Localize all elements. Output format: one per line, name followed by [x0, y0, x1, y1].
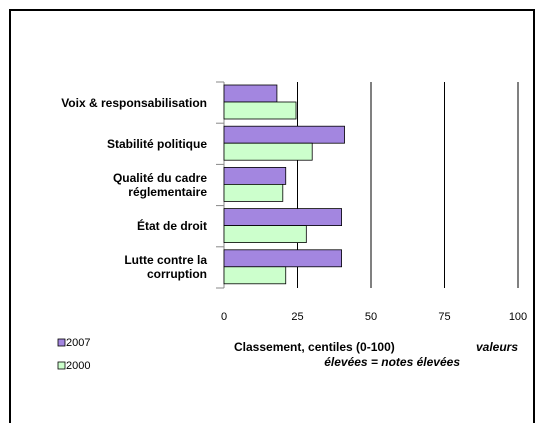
bar: [223, 183, 284, 202]
bar: [223, 225, 307, 244]
y-tick-label: Lutte contre la corruption: [124, 253, 207, 282]
y-tick-label: Stabilité politique: [106, 136, 207, 151]
x-tick-label: 75: [438, 311, 450, 323]
x-tick-label: 0: [221, 311, 227, 323]
x-axis-label: Classement, centiles (0-100): [234, 340, 395, 354]
annotation: élevées = notes élevées: [324, 355, 460, 369]
legend-label: 2000: [66, 360, 90, 372]
bar: [223, 266, 287, 285]
bar: [223, 84, 278, 103]
legend-swatch: [57, 361, 66, 370]
legend-label: 2007: [66, 337, 90, 349]
x-tick-label: 50: [365, 311, 377, 323]
frame: [9, 9, 535, 423]
bar: [223, 101, 297, 120]
x-tick-label: 25: [291, 311, 303, 323]
y-tick-label: Voix & responsabilisation: [61, 95, 207, 110]
bar: [223, 125, 345, 144]
bar: [223, 142, 313, 161]
annotation: valeurs: [476, 340, 518, 354]
y-tick-label: Qualité du cadre réglementaire: [112, 171, 207, 199]
y-tick-label: État de droit: [136, 219, 207, 234]
bar: [223, 249, 342, 268]
bar: [223, 166, 287, 185]
bar: [223, 208, 342, 227]
legend-swatch: [57, 338, 66, 347]
x-tick-label: 100: [509, 311, 527, 323]
